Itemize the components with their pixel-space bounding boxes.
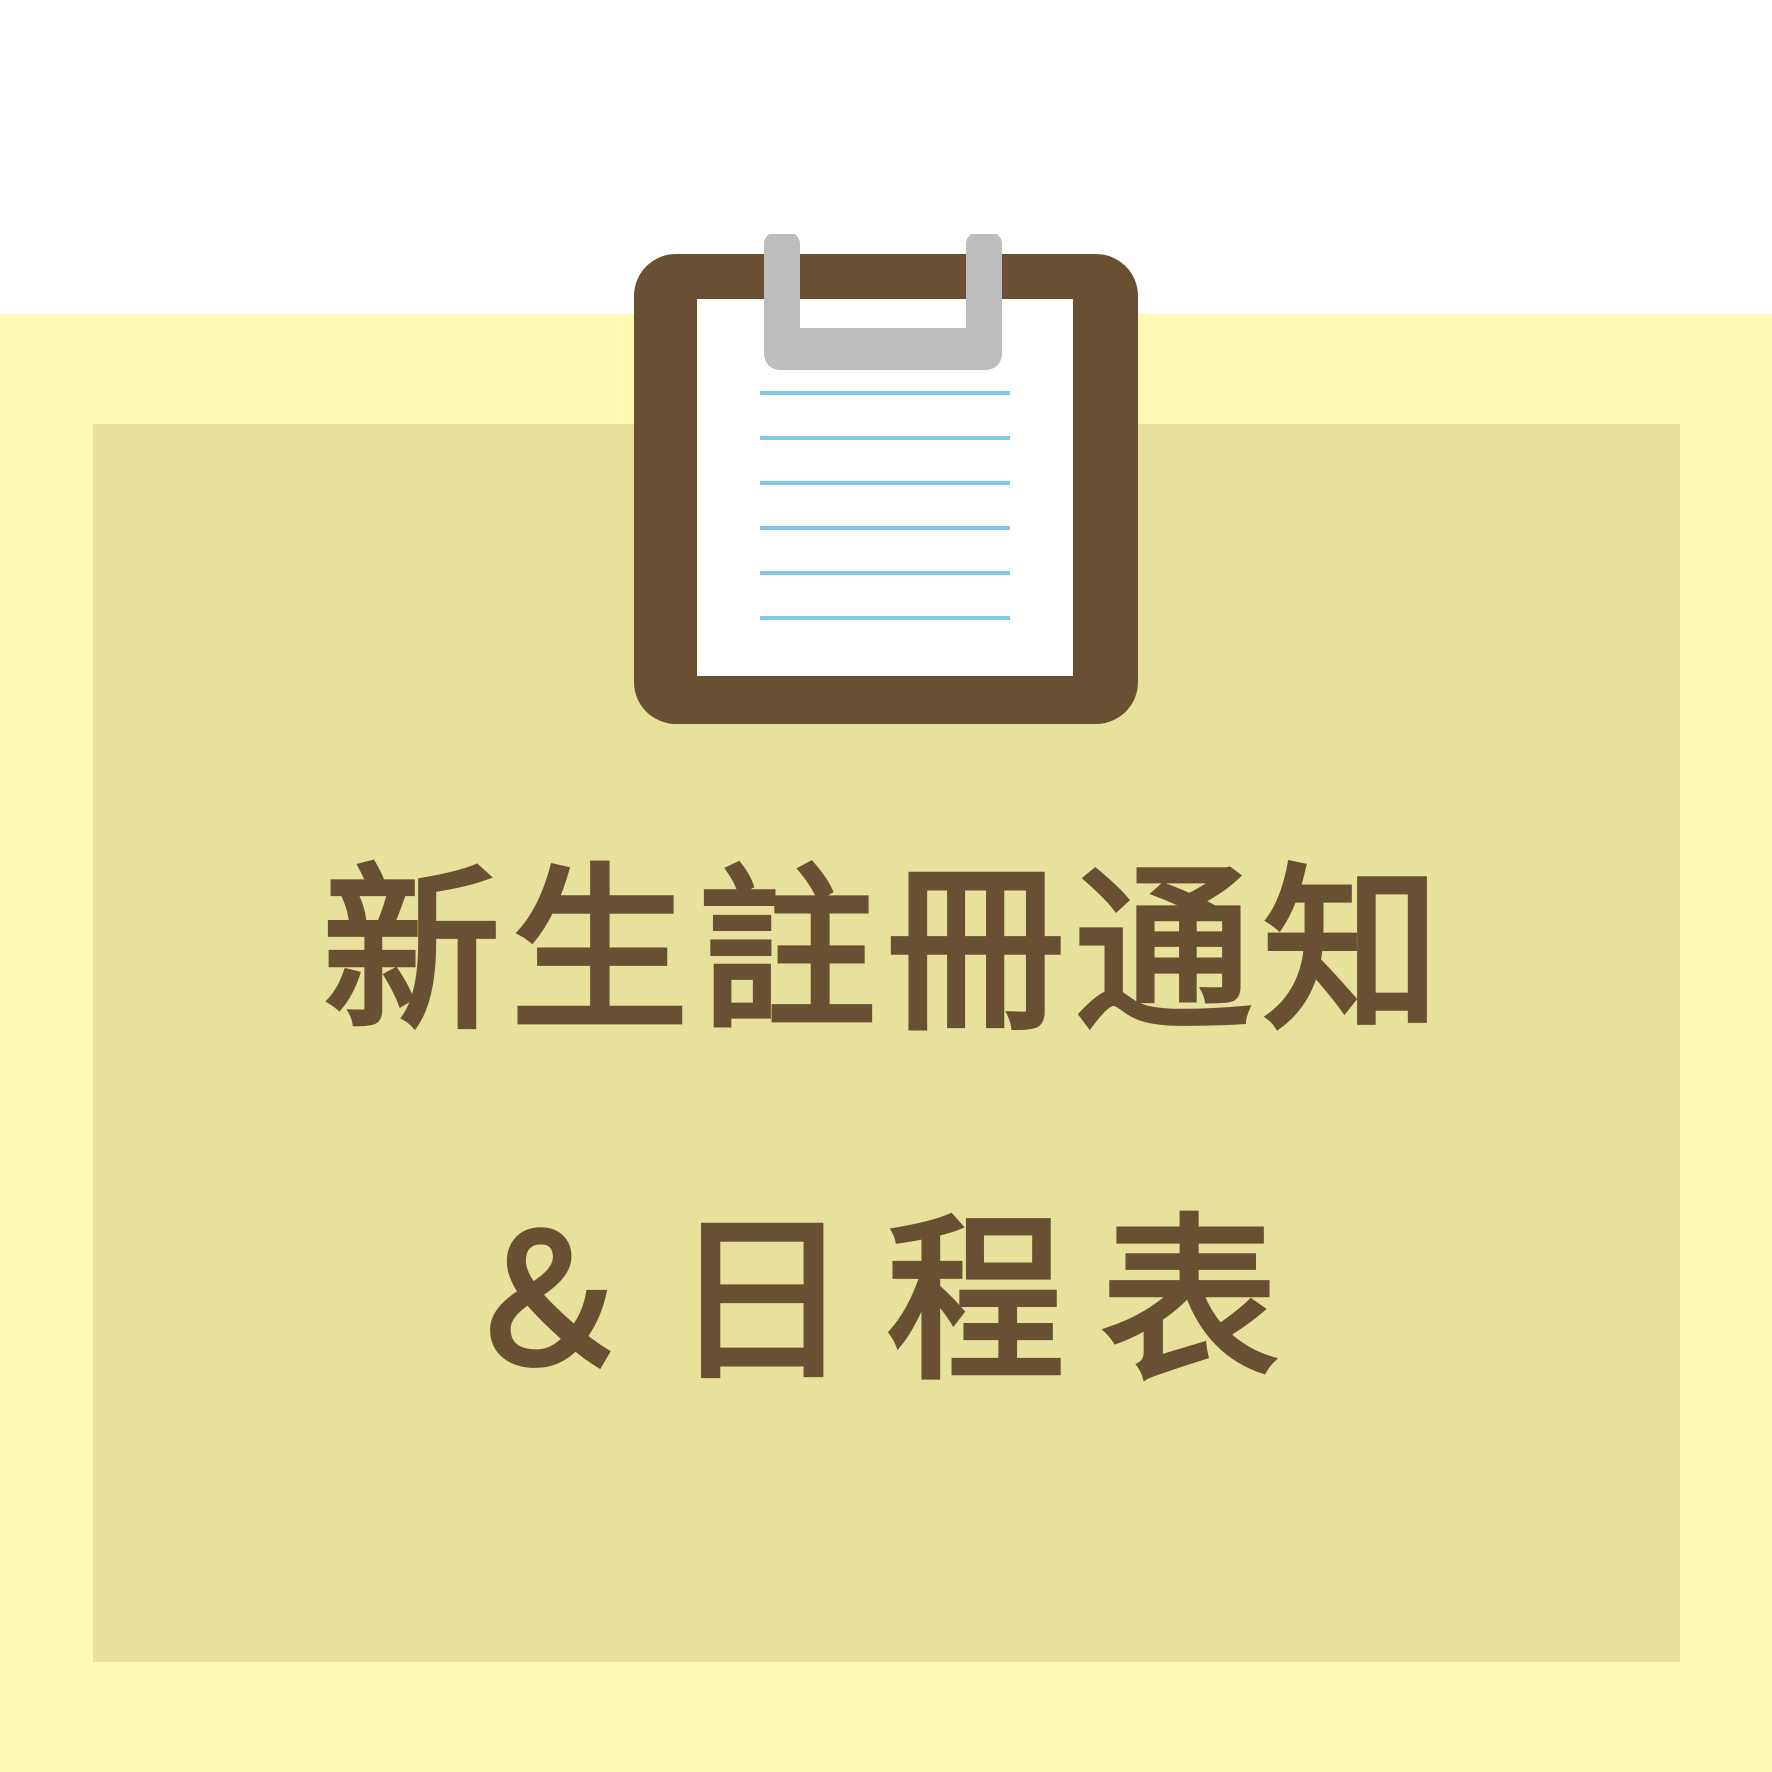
title-line-1: 新生註冊通知 <box>322 846 1451 1055</box>
clipboard-icon <box>634 234 1138 724</box>
title-line-2: ＆日程表 <box>458 1196 1315 1405</box>
